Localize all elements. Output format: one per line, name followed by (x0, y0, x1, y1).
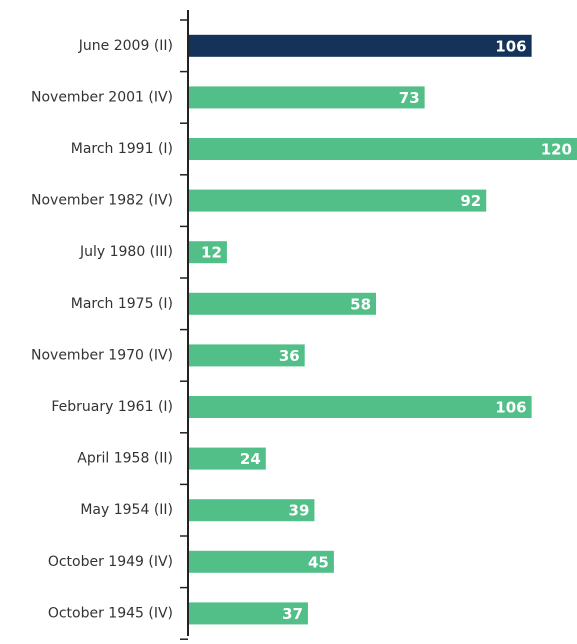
category-label: October 1945 (IV) (48, 605, 173, 621)
bar (188, 447, 266, 470)
bar (188, 550, 334, 573)
category-label: March 1975 (I) (71, 296, 173, 312)
value-label: 36 (279, 347, 300, 365)
value-label: 58 (350, 295, 371, 313)
bar (188, 241, 227, 264)
value-label: 45 (308, 553, 329, 571)
bar (188, 34, 532, 57)
category-label: February 1961 (I) (51, 399, 173, 415)
bar (188, 86, 425, 109)
category-label: March 1991 (I) (71, 141, 173, 157)
value-label: 120 (541, 141, 572, 159)
value-label: 106 (495, 399, 526, 417)
category-label: November 1982 (IV) (31, 193, 173, 209)
category-label: April 1958 (II) (77, 451, 173, 467)
bar (188, 396, 532, 418)
bar (188, 499, 315, 522)
value-label: 92 (460, 192, 481, 210)
value-label: 106 (495, 37, 526, 55)
value-label: 73 (399, 89, 420, 107)
category-label: November 2001 (IV) (31, 89, 173, 105)
category-label: November 1970 (IV) (31, 347, 173, 363)
category-label: October 1949 (IV) (48, 554, 173, 570)
category-label: July 1980 (III) (79, 244, 173, 260)
value-label: 39 (289, 502, 310, 520)
value-label: 12 (201, 244, 222, 262)
bar (188, 189, 487, 212)
value-label: 24 (240, 450, 261, 468)
value-label: 37 (282, 605, 303, 623)
category-label: May 1954 (II) (80, 502, 173, 518)
category-label: June 2009 (II) (78, 38, 173, 54)
bar (188, 292, 377, 315)
bar (188, 602, 308, 625)
bar (188, 344, 305, 367)
bar (188, 138, 577, 160)
